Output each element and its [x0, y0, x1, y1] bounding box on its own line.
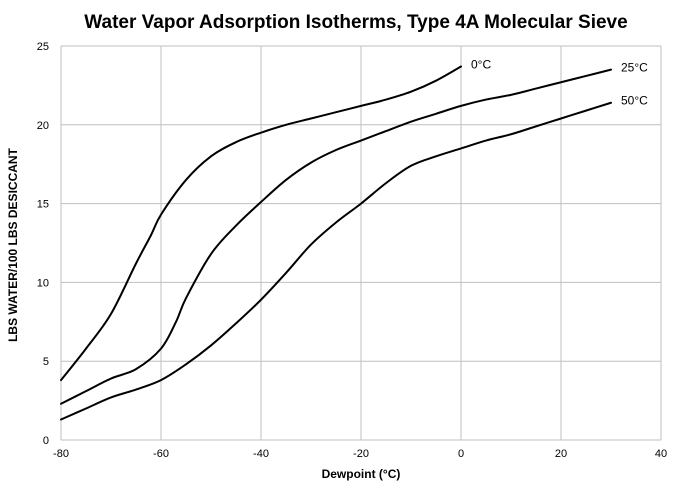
x-tick-label: 20 [555, 448, 567, 460]
series-labels: 0°C 25°C 50°C [471, 57, 648, 107]
y-tick-labels: 0 5 10 15 20 25 [37, 41, 49, 447]
y-tick-label: 5 [43, 356, 49, 368]
x-tick-label: -20 [353, 448, 369, 460]
series-line-0c [60, 65, 462, 382]
y-tick-label: 20 [37, 120, 49, 132]
grid [60, 45, 662, 441]
series-label-50c: 50°C [621, 94, 648, 108]
x-tick-label: -80 [53, 448, 69, 460]
y-tick-label: 10 [37, 277, 49, 289]
chart-title: Water Vapor Adsorption Isotherms, Type 4… [84, 12, 627, 33]
series-label-0c: 0°C [471, 57, 491, 71]
x-tick-label: 40 [655, 448, 667, 460]
y-tick-label: 15 [37, 199, 49, 211]
x-tick-label: -40 [253, 448, 269, 460]
series-lines [60, 65, 612, 421]
series-line-50c [60, 101, 612, 421]
x-tick-labels: -80 -60 -40 -20 0 20 40 [53, 448, 667, 460]
x-axis-title: Dewpoint (°C) [322, 467, 401, 481]
series-label-25c: 25°C [621, 61, 648, 75]
y-tick-label: 0 [43, 435, 49, 447]
x-tick-label: 0 [458, 448, 464, 460]
x-tick-label: -60 [153, 448, 169, 460]
y-axis-title: LBS WATER/100 LBS DESICCANT [6, 147, 20, 341]
y-tick-label: 25 [37, 41, 49, 53]
series-line-25c [60, 68, 612, 405]
